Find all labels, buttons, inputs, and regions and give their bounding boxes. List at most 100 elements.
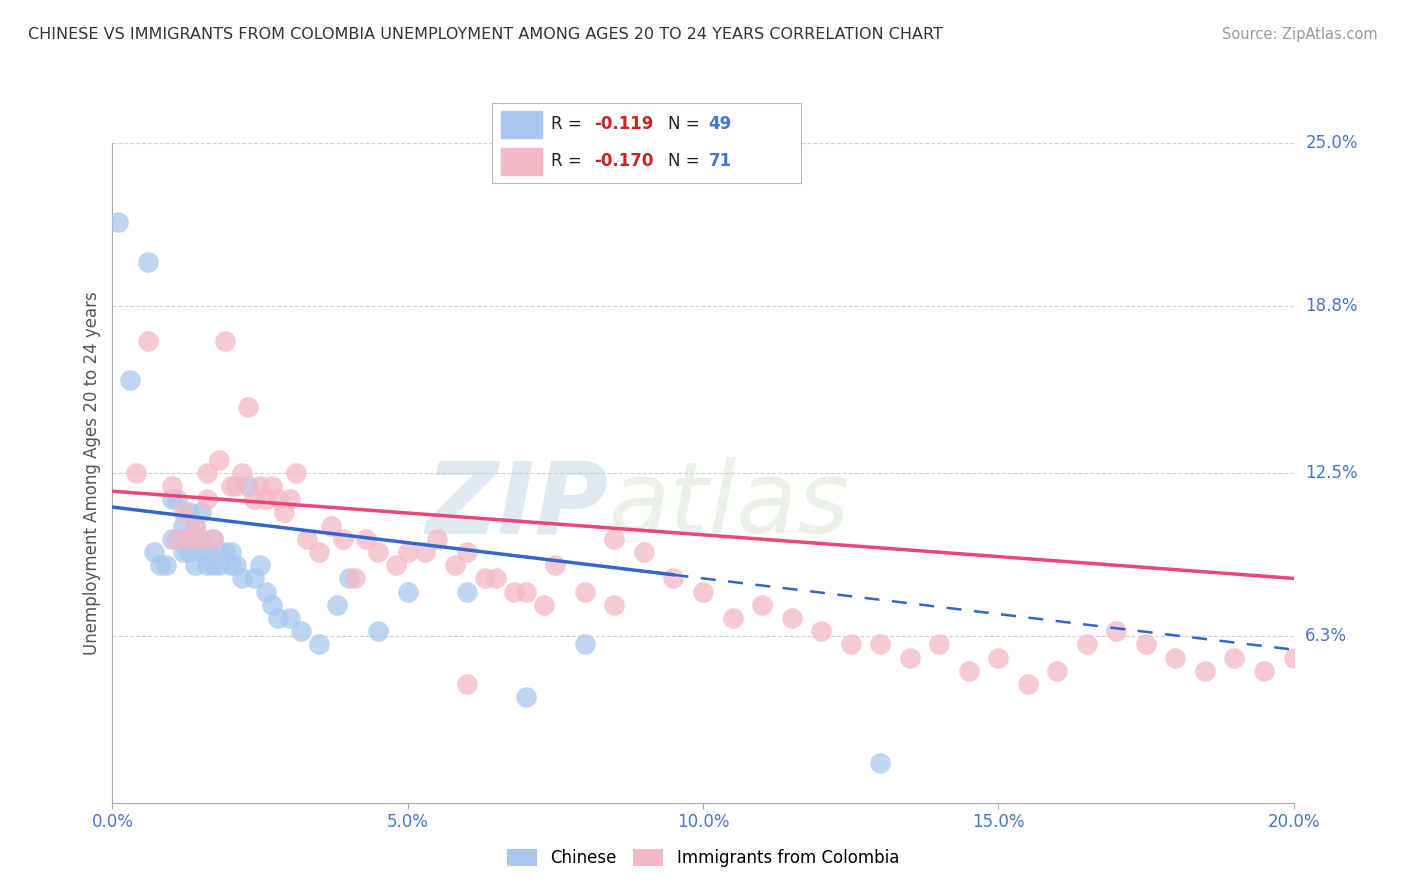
Bar (502, 111, 541, 138)
Point (396, 584, 419, 599)
Point (987, 650, 1010, 665)
Point (356, 532, 378, 546)
Point (869, 637, 891, 651)
Point (184, 532, 207, 546)
Point (184, 518, 207, 533)
Point (190, 532, 212, 546)
Point (308, 545, 330, 559)
Point (326, 598, 349, 612)
Point (928, 637, 950, 651)
Point (214, 545, 236, 559)
Point (172, 518, 194, 533)
Point (166, 492, 188, 507)
Point (149, 558, 172, 573)
Point (184, 558, 207, 573)
Point (503, 584, 526, 599)
Text: 49: 49 (709, 115, 733, 133)
Point (839, 637, 862, 651)
Point (1046, 664, 1069, 678)
Point (225, 558, 247, 573)
Point (136, 334, 159, 348)
Point (1135, 637, 1157, 651)
Point (231, 571, 253, 585)
Point (444, 558, 467, 573)
Point (367, 545, 389, 559)
Point (195, 466, 218, 480)
Point (515, 584, 537, 599)
Point (120, 373, 142, 387)
Point (249, 479, 271, 493)
Point (201, 532, 224, 546)
Point (208, 452, 231, 467)
Point (1105, 624, 1128, 639)
Point (201, 558, 224, 573)
Point (260, 479, 283, 493)
Point (179, 532, 201, 546)
Point (267, 492, 290, 507)
Text: -0.170: -0.170 (595, 153, 654, 170)
Point (343, 571, 366, 585)
Point (544, 558, 567, 573)
Point (751, 598, 773, 612)
Point (219, 558, 242, 573)
Point (219, 545, 242, 559)
Point (254, 492, 277, 507)
Point (1194, 664, 1216, 678)
Legend: Chinese, Immigrants from Colombia: Chinese, Immigrants from Colombia (501, 842, 905, 873)
Point (426, 532, 449, 546)
Point (273, 505, 295, 519)
Text: R =: R = (551, 115, 586, 133)
Text: 25.0%: 25.0% (1305, 134, 1358, 152)
Point (456, 584, 478, 599)
Point (243, 492, 266, 507)
Point (308, 637, 330, 651)
Point (574, 584, 596, 599)
Point (474, 571, 496, 585)
Point (456, 677, 478, 691)
Point (107, 215, 129, 229)
Point (172, 545, 194, 559)
Point (337, 571, 360, 585)
Point (278, 611, 301, 625)
Point (1017, 677, 1039, 691)
Point (243, 571, 266, 585)
Point (1076, 637, 1098, 651)
Point (692, 584, 714, 599)
Point (160, 492, 183, 507)
Point (136, 254, 159, 268)
Point (574, 637, 596, 651)
Point (810, 624, 832, 639)
Point (721, 611, 744, 625)
Point (201, 532, 224, 546)
Text: 18.8%: 18.8% (1305, 297, 1358, 316)
Text: CHINESE VS IMMIGRANTS FROM COLOMBIA UNEMPLOYMENT AMONG AGES 20 TO 24 YEARS CORRE: CHINESE VS IMMIGRANTS FROM COLOMBIA UNEM… (28, 27, 943, 42)
Point (172, 505, 194, 519)
Text: N =: N = (668, 153, 706, 170)
Point (1164, 650, 1187, 665)
Point (166, 532, 188, 546)
Point (515, 690, 537, 705)
Point (367, 624, 389, 639)
Point (603, 532, 626, 546)
Text: -0.119: -0.119 (595, 115, 654, 133)
Text: R =: R = (551, 153, 586, 170)
Point (238, 479, 260, 493)
Point (869, 756, 891, 771)
Point (533, 598, 555, 612)
Point (238, 400, 260, 414)
Point (1253, 664, 1275, 678)
Point (166, 532, 188, 546)
Text: 12.5%: 12.5% (1305, 464, 1358, 482)
Text: ZIP: ZIP (426, 458, 609, 554)
Text: Source: ZipAtlas.com: Source: ZipAtlas.com (1222, 27, 1378, 42)
Point (603, 598, 626, 612)
Text: 71: 71 (709, 153, 731, 170)
Point (190, 532, 212, 546)
Point (415, 545, 437, 559)
Point (385, 558, 408, 573)
Point (278, 492, 301, 507)
Point (456, 545, 478, 559)
Point (195, 558, 218, 573)
Point (284, 466, 307, 480)
Text: N =: N = (668, 115, 706, 133)
